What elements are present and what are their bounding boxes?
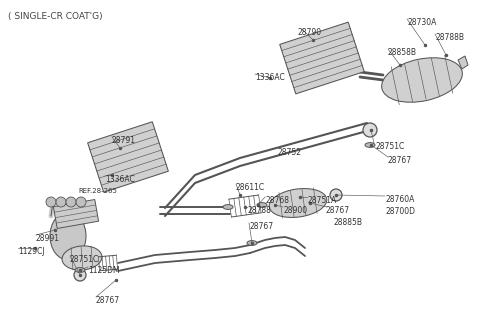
Circle shape: [363, 123, 377, 137]
Circle shape: [76, 197, 86, 207]
Text: 28788B: 28788B: [436, 33, 465, 42]
Text: 28768: 28768: [265, 196, 289, 205]
Text: 28752: 28752: [278, 148, 302, 157]
Text: 28751C: 28751C: [70, 255, 99, 264]
Text: 28991: 28991: [36, 234, 60, 243]
Text: 28611C: 28611C: [236, 183, 265, 192]
Text: 28751A: 28751A: [307, 196, 336, 205]
Circle shape: [46, 197, 56, 207]
Text: 28751C: 28751C: [375, 142, 404, 151]
Text: REF.28-265: REF.28-265: [78, 188, 117, 194]
Ellipse shape: [75, 268, 85, 272]
Circle shape: [74, 269, 86, 281]
Text: 1336AC: 1336AC: [255, 73, 285, 82]
Text: 28858B: 28858B: [388, 48, 417, 57]
Ellipse shape: [365, 143, 375, 147]
Text: 28730A: 28730A: [408, 18, 437, 27]
Ellipse shape: [247, 241, 257, 245]
Polygon shape: [280, 22, 364, 94]
Text: 28900: 28900: [283, 206, 307, 215]
Ellipse shape: [257, 203, 267, 207]
Text: 28767: 28767: [325, 206, 349, 215]
Text: 28767: 28767: [96, 296, 120, 305]
Text: 28767: 28767: [249, 222, 273, 231]
Text: 28760A: 28760A: [385, 195, 414, 204]
Ellipse shape: [269, 189, 327, 217]
Circle shape: [66, 197, 76, 207]
Ellipse shape: [62, 246, 102, 270]
Polygon shape: [53, 199, 98, 229]
Circle shape: [56, 197, 66, 207]
Text: 28700D: 28700D: [385, 207, 415, 216]
Text: 28885B: 28885B: [334, 218, 363, 227]
Text: 1336AC: 1336AC: [105, 175, 135, 184]
Polygon shape: [88, 122, 168, 192]
Text: 28791: 28791: [112, 136, 136, 145]
Text: 1125DM: 1125DM: [88, 266, 120, 275]
Ellipse shape: [50, 212, 86, 260]
Circle shape: [330, 189, 342, 201]
Text: 28767: 28767: [388, 156, 412, 165]
Text: 1129CJ: 1129CJ: [18, 247, 45, 256]
Polygon shape: [458, 56, 468, 69]
Text: 28788: 28788: [247, 206, 271, 215]
Text: 28790: 28790: [298, 28, 322, 37]
Ellipse shape: [223, 205, 233, 209]
Ellipse shape: [382, 58, 462, 102]
Text: ( SINGLE-CR COAT'G): ( SINGLE-CR COAT'G): [8, 12, 103, 21]
